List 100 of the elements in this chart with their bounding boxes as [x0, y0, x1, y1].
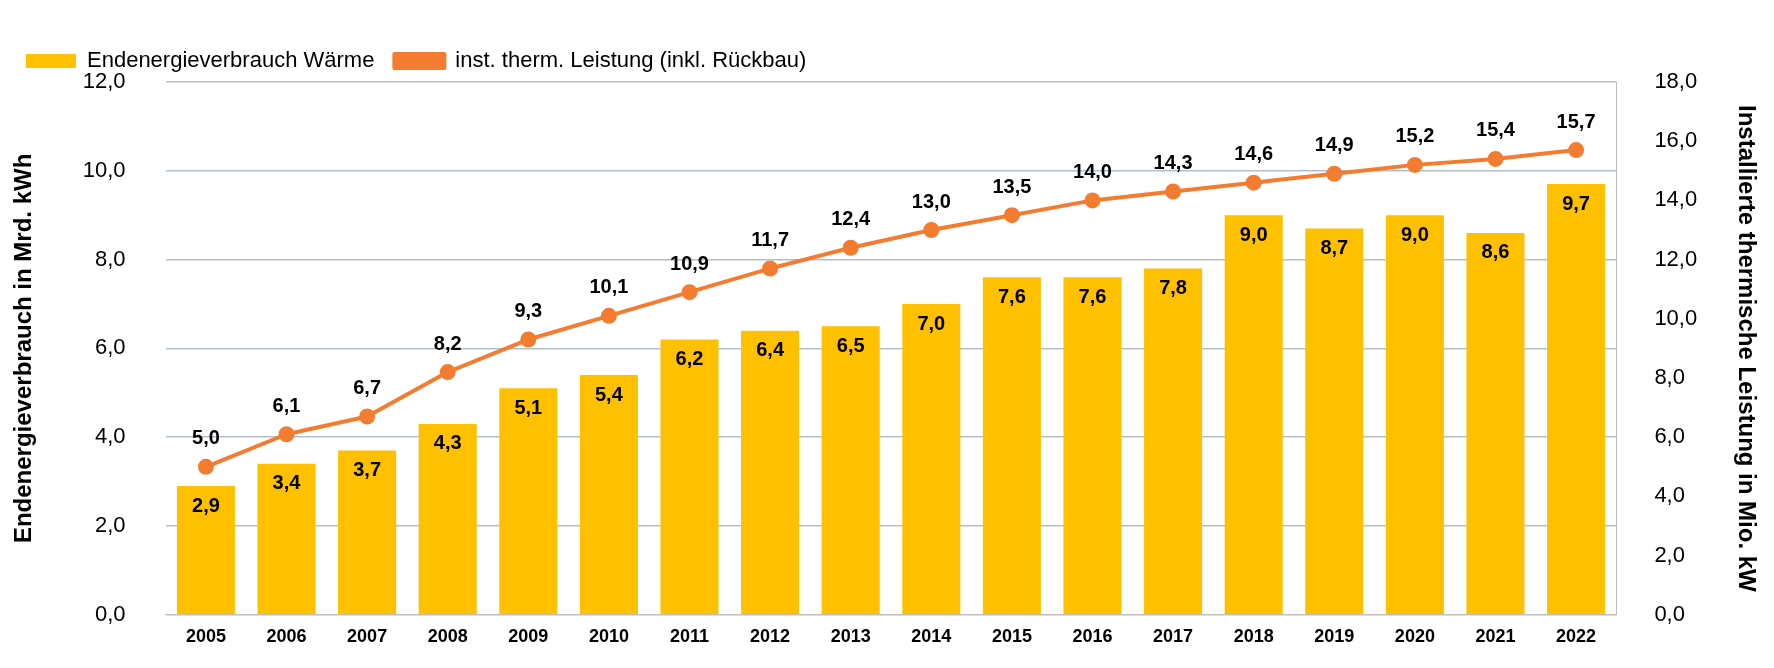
- bar: [660, 339, 719, 615]
- data-label: 7,0: [917, 311, 946, 334]
- x-tick-label: 2018: [1233, 625, 1274, 646]
- y2-tick-label: 4,0: [1654, 482, 1685, 508]
- y-axis-title: Endenergieverbrauch in Mrd. kWh: [9, 153, 37, 544]
- data-label: 14,0: [1073, 159, 1112, 182]
- y-tick-label: 10,0: [82, 156, 126, 182]
- data-label: 6,5: [836, 333, 865, 356]
- y2-tick-label: 6,0: [1654, 423, 1685, 449]
- data-label: 2,9: [192, 493, 220, 516]
- y2-tick-label: 14,0: [1654, 186, 1698, 212]
- y2-axis-title: Installierte thermische Leistung in Mio. kW: [1733, 105, 1761, 593]
- data-label: 7,8: [1159, 276, 1187, 298]
- bar: [741, 330, 800, 615]
- x-tick-label: 2020: [1394, 625, 1435, 646]
- x-tick-label: 2009: [508, 625, 549, 646]
- bar: [1385, 215, 1444, 615]
- point: [278, 426, 295, 443]
- bar: [499, 388, 558, 615]
- y2-tick-label: 16,0: [1654, 127, 1698, 153]
- data-label: 8,7: [1320, 236, 1349, 259]
- data-label: 9,7: [1562, 191, 1590, 214]
- x-tick-label: 2008: [427, 625, 468, 646]
- data-label: 6,4: [756, 338, 785, 361]
- data-label: 14,9: [1314, 133, 1354, 156]
- point: [762, 260, 779, 277]
- y2-tick-label: 8,0: [1654, 364, 1685, 390]
- bar: [1547, 184, 1606, 615]
- x-tick-label: 2010: [588, 625, 629, 646]
- y2-tick-label: 12,0: [1654, 245, 1698, 271]
- y-tick-label: 8,0: [95, 245, 126, 271]
- data-label: 5,0: [192, 426, 220, 449]
- point: [681, 284, 698, 301]
- bar: [821, 326, 880, 615]
- data-label: 13,0: [911, 189, 951, 212]
- y-tick-label: 2,0: [95, 512, 126, 538]
- bar: [1144, 268, 1203, 615]
- data-label: 8,2: [433, 331, 462, 354]
- bar: [1224, 215, 1283, 615]
- bar: [1063, 277, 1122, 615]
- point: [1245, 174, 1262, 191]
- point: [1406, 156, 1423, 173]
- legend-label: inst. therm. Leistung (inkl. Rückbau): [455, 47, 807, 73]
- point: [439, 364, 456, 381]
- x-tick-label: 2007: [347, 625, 388, 646]
- bar: [579, 375, 638, 615]
- x-tick-label: 2014: [911, 625, 952, 646]
- data-label: 12,4: [831, 207, 872, 230]
- x-tick-label: 2015: [991, 625, 1032, 646]
- point: [1568, 142, 1585, 159]
- data-label: 6,2: [675, 347, 704, 370]
- data-label: 15,2: [1395, 124, 1435, 147]
- data-label: 15,4: [1476, 118, 1516, 141]
- bar: [338, 450, 397, 615]
- point: [197, 458, 214, 475]
- bar: [1305, 228, 1364, 615]
- data-label: 9,0: [1239, 222, 1268, 245]
- point: [1003, 207, 1020, 224]
- x-tick-label: 2006: [266, 625, 307, 646]
- point: [842, 239, 859, 256]
- point: [1326, 165, 1343, 182]
- data-label: 8,6: [1481, 240, 1510, 263]
- point: [923, 222, 940, 238]
- y-tick-label: 4,0: [95, 423, 126, 449]
- bar: [1466, 232, 1525, 615]
- data-label: 14,3: [1153, 151, 1193, 174]
- data-label: 13,5: [992, 174, 1032, 197]
- data-label: 6,7: [353, 376, 382, 398]
- x-tick-label: 2016: [1072, 625, 1113, 646]
- y2-tick-label: 10,0: [1654, 304, 1698, 330]
- x-tick-label: 2017: [1153, 625, 1194, 646]
- y-tick-label: 0,0: [95, 600, 126, 626]
- data-label: 7,6: [1078, 284, 1107, 307]
- data-label: 7,6: [997, 284, 1026, 307]
- bar: [902, 304, 961, 615]
- point: [1084, 192, 1101, 209]
- x-tick-label: 2013: [830, 625, 871, 646]
- x-tick-label: 2012: [750, 625, 791, 646]
- bar: [257, 463, 316, 615]
- data-label: 15,7: [1556, 109, 1596, 132]
- x-tick-label: 2019: [1314, 625, 1355, 646]
- bar: [982, 277, 1041, 615]
- point: [359, 408, 376, 425]
- data-label: 6,1: [272, 393, 301, 416]
- data-label: 5,4: [595, 382, 624, 405]
- point: [1487, 150, 1504, 167]
- data-label: 5,1: [514, 395, 543, 418]
- data-label: 10,9: [670, 251, 709, 274]
- data-label: 10,1: [589, 275, 629, 298]
- x-tick-label: 2005: [185, 625, 226, 646]
- point: [520, 331, 537, 348]
- data-label: 11,7: [751, 228, 790, 250]
- data-label: 14,6: [1234, 142, 1274, 165]
- data-label: 3,4: [272, 471, 302, 494]
- data-label: 9,3: [514, 299, 543, 322]
- bar: [176, 486, 235, 615]
- y2-tick-label: 2,0: [1654, 541, 1685, 567]
- x-tick-label: 2022: [1556, 625, 1597, 646]
- data-label: 4,3: [433, 431, 462, 454]
- data-label: 3,7: [353, 458, 382, 481]
